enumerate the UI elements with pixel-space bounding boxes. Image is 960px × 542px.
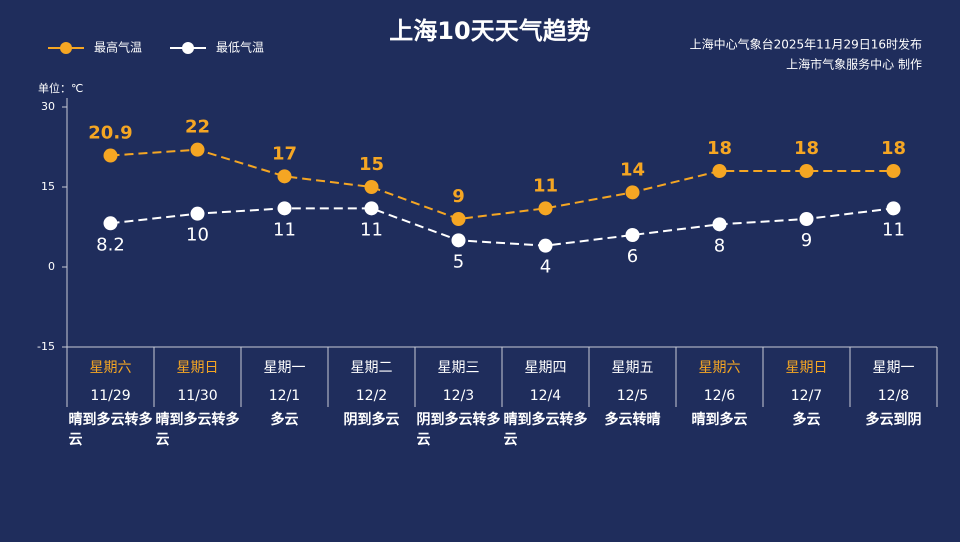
value-label: 15 bbox=[359, 154, 384, 175]
point bbox=[103, 148, 118, 163]
point bbox=[886, 201, 901, 216]
weather-label: 晴到多云 bbox=[691, 412, 748, 428]
value-label: 22 bbox=[185, 117, 210, 138]
x-tick-label: 11/29 bbox=[90, 388, 130, 404]
weather-box: 晴到多云转多云 bbox=[69, 410, 153, 450]
weather-box: 多云 bbox=[765, 410, 849, 430]
x-tick-label: 12/7 bbox=[791, 388, 822, 404]
weather-box: 阴到多云 bbox=[330, 410, 414, 430]
weekday-label: 星期日 bbox=[786, 360, 828, 376]
weather-box: 多云 bbox=[243, 410, 327, 430]
chart-title: 上海10天天气趋势 bbox=[389, 17, 590, 45]
weekday-label: 星期三 bbox=[438, 360, 480, 376]
point bbox=[712, 164, 727, 178]
point bbox=[103, 216, 118, 231]
legend-marker bbox=[60, 42, 72, 54]
value-label: 10 bbox=[186, 225, 209, 246]
weather-box: 晴到多云转多云 bbox=[504, 410, 588, 450]
value-label: 9 bbox=[801, 230, 812, 251]
y-tick-label: 15 bbox=[41, 180, 55, 193]
legend-label: 最低气温 bbox=[216, 40, 264, 55]
weather-label: 多云到阴 bbox=[865, 412, 922, 428]
point bbox=[538, 238, 553, 253]
value-label: 8.2 bbox=[96, 234, 125, 255]
point bbox=[625, 228, 640, 242]
weekday-label: 星期六 bbox=[90, 360, 132, 376]
value-label: 20.9 bbox=[88, 123, 132, 144]
point bbox=[451, 212, 466, 226]
legend-label: 最高气温 bbox=[94, 40, 142, 55]
value-label: 6 bbox=[627, 246, 638, 267]
value-label: 14 bbox=[620, 159, 645, 180]
x-tick-label: 12/1 bbox=[269, 388, 300, 404]
point bbox=[625, 185, 640, 200]
weather-label: 晴到多云转多云 bbox=[68, 412, 153, 448]
legend-marker bbox=[182, 42, 194, 54]
weather-box: 多云到阴 bbox=[852, 410, 936, 430]
source-line: 上海中心气象台2025年11月29日16时发布 bbox=[690, 37, 922, 52]
weekday-label: 星期日 bbox=[177, 360, 219, 376]
point bbox=[799, 212, 814, 226]
point bbox=[451, 233, 466, 248]
x-tick-label: 12/2 bbox=[356, 388, 387, 404]
value-label: 18 bbox=[707, 138, 732, 159]
unit-label: 单位：℃ bbox=[38, 81, 83, 95]
y-tick-label: 0 bbox=[48, 260, 55, 273]
weather-box: 晴到多云转多云 bbox=[156, 410, 240, 450]
series-line bbox=[110, 148, 894, 221]
x-tick-label: 12/8 bbox=[878, 388, 909, 404]
source-line: 上海市气象服务中心 制作 bbox=[786, 57, 922, 72]
value-label: 9 bbox=[452, 186, 465, 207]
value-label: 18 bbox=[794, 138, 819, 159]
point bbox=[712, 217, 727, 232]
point bbox=[538, 201, 553, 216]
weekday-label: 星期一 bbox=[264, 360, 306, 376]
point bbox=[190, 142, 205, 157]
weather-label: 阴到多云转多云 bbox=[416, 412, 501, 448]
weather-label: 多云 bbox=[270, 412, 299, 428]
x-tick-label: 11/30 bbox=[177, 388, 217, 404]
weather-box: 多云转晴 bbox=[591, 410, 675, 430]
point bbox=[277, 169, 292, 184]
value-label: 4 bbox=[540, 257, 551, 278]
weekday-label: 星期四 bbox=[525, 360, 567, 376]
value-label: 11 bbox=[882, 219, 905, 240]
point bbox=[886, 164, 901, 178]
x-tick-label: 12/4 bbox=[530, 388, 562, 404]
x-tick-label: 12/6 bbox=[704, 388, 736, 404]
weekday-label: 星期一 bbox=[873, 360, 915, 376]
y-tick-label: -15 bbox=[37, 340, 55, 353]
value-label: 17 bbox=[272, 143, 297, 164]
weekday-label: 星期六 bbox=[699, 360, 741, 376]
weather-label: 多云 bbox=[792, 412, 821, 428]
value-label: 18 bbox=[881, 138, 906, 159]
point bbox=[277, 201, 292, 216]
weather-label: 多云转晴 bbox=[604, 412, 661, 428]
point bbox=[364, 201, 379, 216]
point bbox=[364, 180, 379, 194]
value-label: 5 bbox=[453, 251, 464, 272]
weather-label: 晴到多云转多云 bbox=[503, 412, 588, 448]
x-tick-label: 12/3 bbox=[443, 388, 474, 404]
x-tick-label: 12/5 bbox=[617, 388, 648, 404]
weekday-label: 星期五 bbox=[612, 360, 654, 376]
value-label: 8 bbox=[714, 235, 725, 256]
weather-label: 晴到多云转多云 bbox=[155, 412, 240, 448]
y-tick-label: 30 bbox=[41, 100, 55, 113]
series-line bbox=[110, 207, 894, 247]
value-label: 11 bbox=[273, 219, 296, 240]
point bbox=[799, 164, 814, 178]
value-label: 11 bbox=[533, 175, 558, 196]
weather-box: 晴到多云 bbox=[678, 410, 762, 430]
weekday-label: 星期二 bbox=[351, 360, 393, 376]
weather-label: 阴到多云 bbox=[343, 412, 400, 428]
value-label: 11 bbox=[360, 219, 383, 240]
point bbox=[190, 206, 205, 221]
weather-box: 阴到多云转多云 bbox=[417, 410, 501, 450]
